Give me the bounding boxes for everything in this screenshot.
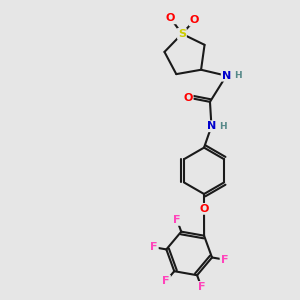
Text: O: O (166, 14, 175, 23)
Text: S: S (178, 29, 186, 39)
Text: H: H (219, 122, 226, 131)
Text: F: F (163, 276, 170, 286)
Text: N: N (222, 71, 231, 81)
Text: F: F (220, 255, 228, 265)
Text: O: O (183, 93, 193, 103)
Text: H: H (234, 71, 242, 80)
Text: F: F (198, 282, 205, 292)
Text: F: F (173, 215, 181, 225)
Text: N: N (207, 121, 216, 131)
Text: O: O (190, 15, 199, 26)
Text: O: O (199, 204, 209, 214)
Text: F: F (150, 242, 158, 252)
